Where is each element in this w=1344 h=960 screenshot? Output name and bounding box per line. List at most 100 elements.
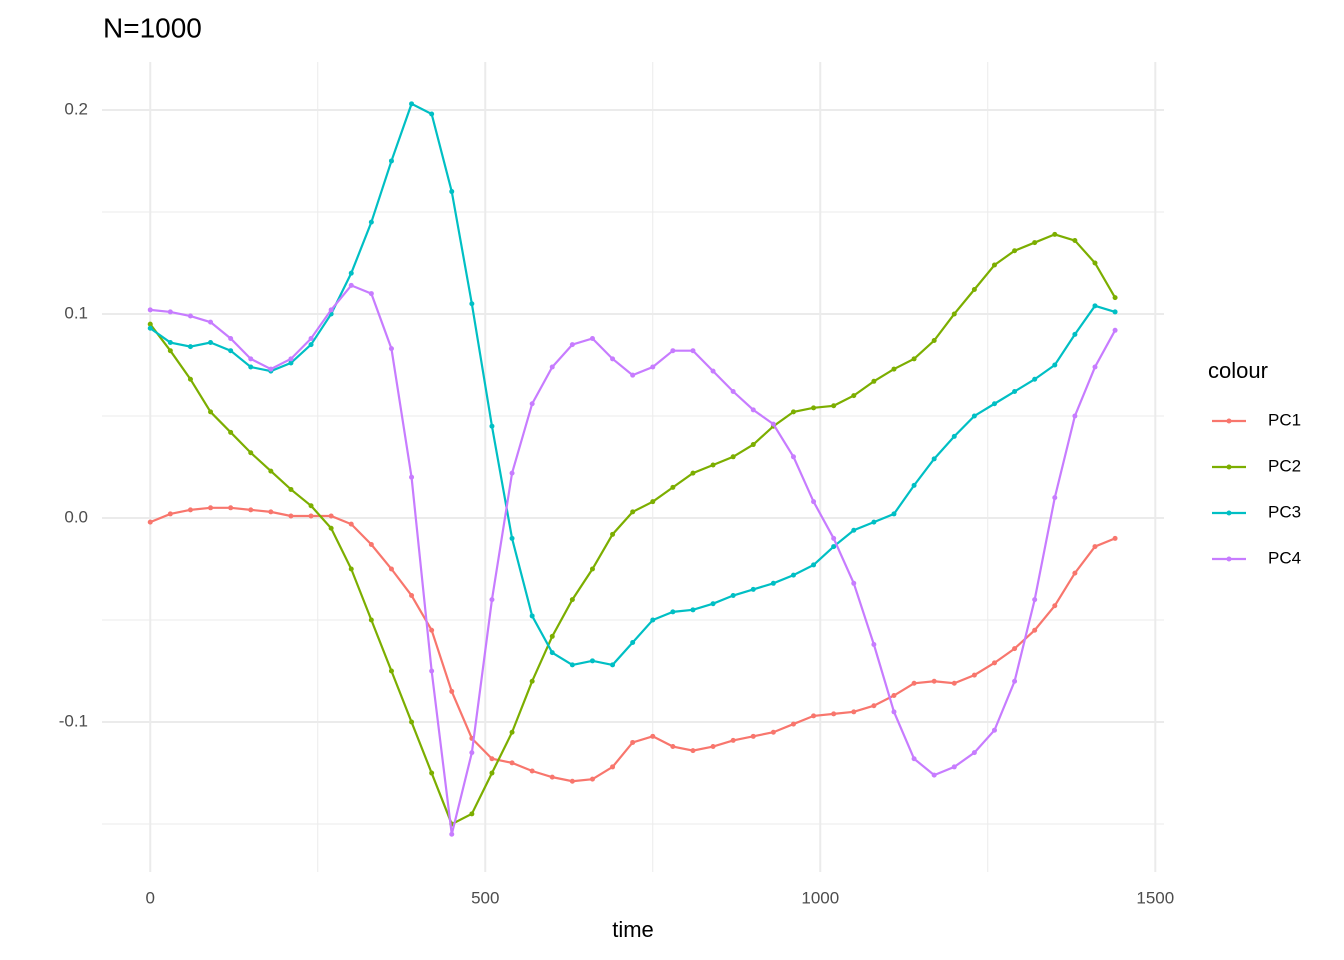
series-line: [149, 233, 1117, 826]
chart-title: N=1000: [103, 12, 202, 43]
series-point: [871, 519, 877, 525]
series-point: [288, 513, 294, 519]
series-point: [630, 639, 636, 645]
series-point: [248, 364, 254, 370]
series-point: [931, 338, 937, 344]
y-tick-label: 0.1: [64, 303, 88, 322]
series-point: [348, 521, 354, 527]
series-point: [308, 342, 314, 348]
series-point: [248, 507, 254, 513]
series-point: [1012, 646, 1018, 652]
legend-label: PC4: [1268, 548, 1301, 567]
series-point: [1072, 413, 1078, 419]
series-point: [328, 513, 334, 519]
series-point: [690, 748, 696, 754]
series-point: [750, 407, 756, 413]
series-point: [851, 393, 857, 399]
series-point: [971, 672, 977, 678]
series-point: [449, 189, 455, 195]
series-point: [1012, 248, 1018, 254]
series-point: [931, 772, 937, 778]
series-point: [1112, 535, 1118, 541]
series-point: [1112, 327, 1118, 333]
series-point: [1072, 331, 1078, 337]
series-point: [1112, 295, 1118, 301]
series-point: [409, 101, 415, 107]
series-point: [1032, 597, 1038, 603]
series-point: [208, 409, 214, 415]
series-point: [147, 519, 153, 525]
series-point: [951, 764, 957, 770]
series-point: [529, 613, 535, 619]
series-point: [509, 760, 515, 766]
series-point: [489, 770, 495, 776]
series-point: [1032, 376, 1038, 382]
series-point: [670, 484, 676, 490]
series-point: [288, 360, 294, 366]
series-point: [690, 607, 696, 613]
series-point: [569, 597, 575, 603]
series-point: [348, 282, 354, 288]
series-point: [610, 764, 616, 770]
series-point: [388, 566, 394, 572]
series-point: [991, 262, 997, 268]
series-point: [891, 366, 897, 372]
series-point: [770, 580, 776, 586]
series-point: [931, 456, 937, 462]
series-point: [911, 756, 917, 762]
series-point: [187, 507, 193, 513]
series-point: [388, 158, 394, 164]
x-axis-label: time: [612, 917, 654, 942]
series-point: [831, 535, 837, 541]
series-point: [951, 433, 957, 439]
series-point: [790, 454, 796, 460]
series-point: [1072, 238, 1078, 244]
series-point: [147, 325, 153, 331]
series-point: [449, 688, 455, 694]
y-tick-label: 0.2: [64, 99, 88, 118]
series-point: [248, 356, 254, 362]
series-point: [589, 566, 595, 572]
series-point: [469, 811, 475, 817]
series-point: [650, 499, 656, 505]
series-point: [409, 593, 415, 599]
legend-label: PC3: [1268, 502, 1301, 521]
series-point: [509, 470, 515, 476]
series-point: [328, 307, 334, 313]
series-point: [991, 401, 997, 407]
series-point: [368, 291, 374, 297]
series-point: [549, 364, 555, 370]
series-point: [489, 597, 495, 603]
series-point: [228, 335, 234, 341]
series-point: [489, 423, 495, 429]
series-point: [1052, 362, 1058, 368]
series-point: [509, 535, 515, 541]
series-point: [750, 586, 756, 592]
series-point: [429, 770, 435, 776]
series-point: [650, 617, 656, 623]
series-point: [871, 642, 877, 648]
x-tick-label: 1000: [801, 888, 839, 907]
series-point: [328, 525, 334, 531]
series-point: [167, 511, 173, 517]
series-point: [790, 572, 796, 578]
series-point: [248, 450, 254, 456]
series-point: [790, 721, 796, 727]
legend-label: PC1: [1268, 410, 1301, 429]
series-point: [971, 286, 977, 292]
series-point: [187, 313, 193, 319]
legend-title: colour: [1208, 358, 1268, 383]
series-point: [268, 366, 274, 372]
series-point: [710, 368, 716, 374]
series-point: [589, 776, 595, 782]
y-tick-label: -0.1: [59, 712, 88, 731]
series-point: [529, 401, 535, 407]
series-point: [811, 405, 817, 411]
series-point: [268, 509, 274, 515]
series-point: [1052, 603, 1058, 609]
series-point: [228, 429, 234, 435]
series-point: [409, 719, 415, 725]
series-point: [871, 703, 877, 709]
series-point: [589, 658, 595, 664]
